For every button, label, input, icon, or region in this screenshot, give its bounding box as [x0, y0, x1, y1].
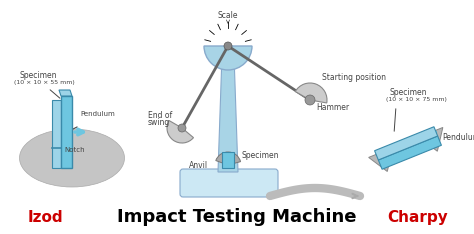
- Circle shape: [305, 95, 315, 105]
- Wedge shape: [204, 46, 252, 70]
- Text: Notch: Notch: [64, 147, 85, 153]
- Text: (10 × 10 × 55 mm): (10 × 10 × 55 mm): [14, 80, 75, 85]
- Text: Izod: Izod: [27, 210, 63, 225]
- Text: Anvil: Anvil: [189, 161, 208, 170]
- Wedge shape: [295, 83, 327, 103]
- Polygon shape: [419, 128, 443, 151]
- Bar: [61, 96, 72, 168]
- Polygon shape: [369, 148, 393, 172]
- Polygon shape: [378, 136, 441, 169]
- FancyBboxPatch shape: [180, 169, 278, 197]
- Text: Pendulum: Pendulum: [442, 133, 474, 142]
- Text: Specimen: Specimen: [20, 71, 57, 80]
- Text: Hammer: Hammer: [316, 103, 349, 112]
- Wedge shape: [216, 152, 241, 165]
- Text: Scale: Scale: [218, 11, 238, 20]
- Text: Charpy: Charpy: [388, 210, 448, 225]
- Circle shape: [224, 161, 232, 169]
- Polygon shape: [59, 90, 72, 96]
- Text: swing: swing: [148, 118, 170, 127]
- Text: (10 × 10 × 75 mm): (10 × 10 × 75 mm): [386, 97, 447, 102]
- Wedge shape: [167, 121, 193, 143]
- Ellipse shape: [19, 129, 125, 187]
- Text: Specimen: Specimen: [242, 151, 280, 160]
- Text: End of: End of: [148, 111, 172, 120]
- Polygon shape: [374, 127, 438, 160]
- Polygon shape: [218, 55, 238, 172]
- Bar: [52, 100, 61, 168]
- Text: Starting position: Starting position: [322, 73, 386, 82]
- Bar: [222, 152, 234, 168]
- Text: Impact Testing Machine: Impact Testing Machine: [117, 208, 357, 226]
- Circle shape: [178, 124, 186, 132]
- Circle shape: [224, 42, 232, 50]
- Text: Pendulum: Pendulum: [80, 111, 115, 117]
- Text: Specimen: Specimen: [390, 88, 428, 97]
